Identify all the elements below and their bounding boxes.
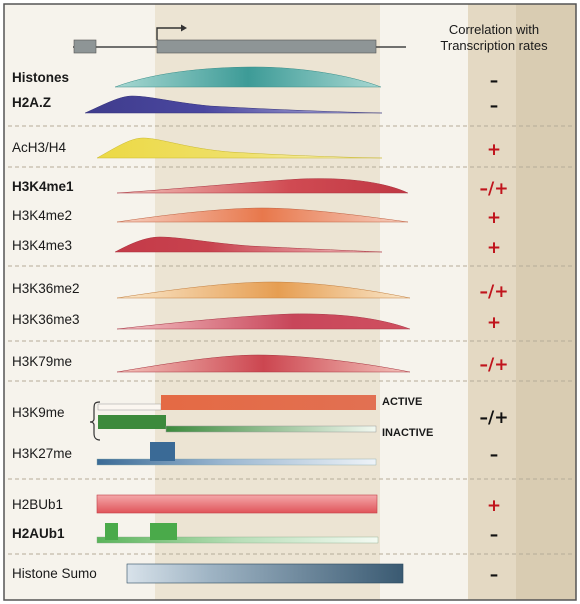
row-label-h2az: H2A.Z (12, 95, 51, 110)
row-label-h3k4me1: H3K4me1 (12, 179, 74, 194)
corr-h2bub1: + (487, 496, 501, 516)
h2aub1-bar (96, 523, 379, 544)
h3k9me-inactive-bar (98, 415, 166, 429)
row-label-histones: Histones (12, 70, 69, 85)
corr-h3k4me1: –/+ (480, 179, 509, 199)
profile-h3k36me3 (116, 313, 411, 330)
corr-h3k27me: – (490, 445, 499, 465)
profile-h3k36me2 (116, 281, 411, 299)
row-label-h2aub1: H2AUb1 (12, 526, 65, 541)
row-label-h3k4me2: H3K4me2 (12, 208, 72, 223)
row-label-h3k36me3: H3K36me3 (12, 312, 80, 327)
corr-h2az: – (490, 96, 499, 116)
row-label-h3k9me: H3K9me (12, 405, 65, 420)
gene-body-exon (156, 39, 377, 54)
gene-model (73, 24, 406, 54)
profile-h3k4me1 (116, 178, 409, 194)
right-edge-band (516, 4, 576, 600)
corr-h3k9me: –/+ (480, 408, 509, 428)
profile-h3k79me (116, 354, 411, 373)
profile-ach3h4 (96, 137, 383, 159)
corr-h3k4me2: + (487, 208, 501, 228)
row-label-h3k79me: H3K79me (12, 354, 72, 369)
corr-h3k79me: –/+ (480, 355, 509, 375)
tss-arrow-icon (156, 27, 181, 40)
histone-sumo-bar (126, 563, 404, 584)
row-label-h2bub1: H2BUb1 (12, 497, 63, 512)
h2bub1-bar (96, 494, 378, 514)
group-separators (8, 125, 572, 555)
row-label-h3k27me: H3K27me (12, 446, 72, 461)
correlation-header-line1: Correlation with (449, 22, 539, 37)
corr-ach3h4: + (487, 140, 501, 160)
h3k9me-active-bar (161, 395, 376, 410)
corr-histones: – (490, 71, 499, 91)
correlation-column (468, 4, 516, 600)
h3k9me-bracket-icon (89, 401, 101, 441)
upstream-exon (73, 39, 97, 54)
corr-h3k36me3: + (487, 313, 501, 333)
corr-h3k36me2: –/+ (480, 282, 509, 302)
profile-histones (114, 66, 382, 88)
corr-h3k4me3: + (487, 238, 501, 258)
row-label-histone-sumo: Histone Sumo (12, 566, 97, 581)
h3k9me-bars: ACTIVE INACTIVE (89, 395, 433, 441)
row-label-h3k36me2: H3K36me2 (12, 281, 80, 296)
profile-h3k4me3 (114, 236, 383, 253)
h3k27me-bar (96, 442, 377, 466)
profile-h3k4me2 (116, 207, 409, 223)
corr-histone-sumo: – (490, 565, 499, 585)
row-label-ach3h4: AcH3/H4 (12, 140, 67, 155)
correlation-header-line2: Transcription rates (440, 38, 548, 53)
corr-h2aub1: – (490, 525, 499, 545)
row-label-h3k4me3: H3K4me3 (12, 238, 72, 253)
profile-h2az (84, 95, 383, 114)
h3k9me-active-label: ACTIVE (382, 396, 422, 408)
h3k9me-inactive-label: INACTIVE (382, 427, 433, 439)
